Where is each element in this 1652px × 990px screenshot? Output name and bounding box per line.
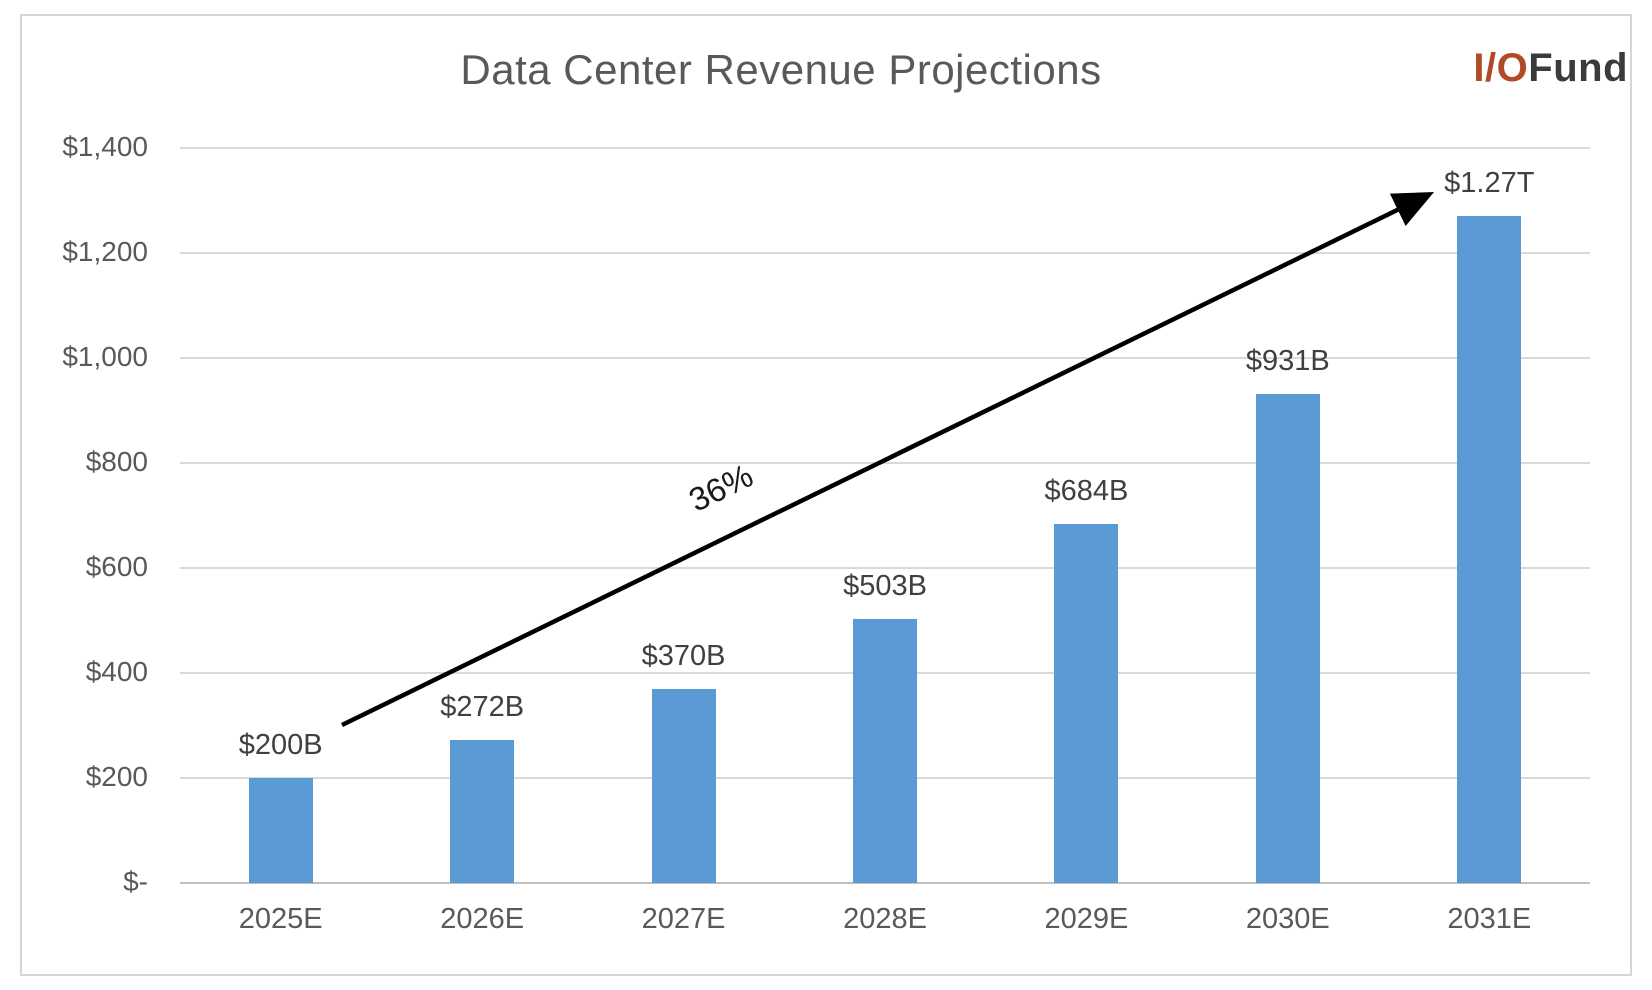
bar-value-label-2026E: $272B xyxy=(440,691,525,724)
gridline-$- xyxy=(180,882,1590,884)
bar-value-label-2029E: $684B xyxy=(1044,474,1129,507)
logo-io-part: I/O xyxy=(1473,46,1529,90)
x-axis-label-2027E: 2027E xyxy=(641,903,726,935)
bar-2028E xyxy=(853,618,917,883)
bar-value-label-2031E: $1.27T xyxy=(1444,167,1535,200)
x-axis-label-2031E: 2031E xyxy=(1447,903,1532,935)
y-axis-tick-label: $600 xyxy=(85,551,148,582)
gridline-$800 xyxy=(180,462,1590,464)
bar-value-label-2030E: $931B xyxy=(1245,345,1330,378)
bar-2026E xyxy=(450,740,515,883)
bar-2030E xyxy=(1255,394,1320,883)
y-axis-tick-label: $1,400 xyxy=(62,131,148,162)
gridline-$600 xyxy=(180,567,1590,569)
gridline-$1,400 xyxy=(180,147,1590,149)
bar-2025E xyxy=(248,778,313,883)
chart-title: Data Center Revenue Projections xyxy=(460,46,1102,93)
y-axis-tick-label: $400 xyxy=(85,656,148,687)
bar-2027E xyxy=(651,688,716,883)
y-axis-tick-label: $- xyxy=(123,866,148,897)
y-axis-tick-label: $1,200 xyxy=(62,236,148,267)
bar-value-label-2027E: $370B xyxy=(641,639,726,672)
x-axis-label-2030E: 2030E xyxy=(1245,903,1330,935)
x-axis-label-2029E: 2029E xyxy=(1044,903,1129,935)
io-fund-logo: I/OFund xyxy=(1473,46,1628,91)
logo-fund-part: Fund xyxy=(1528,46,1628,90)
bar-2031E xyxy=(1457,216,1522,883)
bar-value-label-2025E: $200B xyxy=(238,729,323,761)
gridline-$1,000 xyxy=(180,357,1590,359)
y-axis-tick-label: $800 xyxy=(85,446,148,477)
x-axis-label-2025E: 2025E xyxy=(238,903,323,935)
x-axis-label-2026E: 2026E xyxy=(440,903,525,935)
x-axis-label-2028E: 2028E xyxy=(843,903,927,935)
gridline-$1,200 xyxy=(180,252,1590,254)
y-axis-tick-label: $200 xyxy=(85,761,148,792)
bar-value-label-2028E: $503B xyxy=(843,569,927,602)
y-axis-tick-label: $1,000 xyxy=(62,341,148,372)
bar-2029E xyxy=(1054,523,1119,883)
